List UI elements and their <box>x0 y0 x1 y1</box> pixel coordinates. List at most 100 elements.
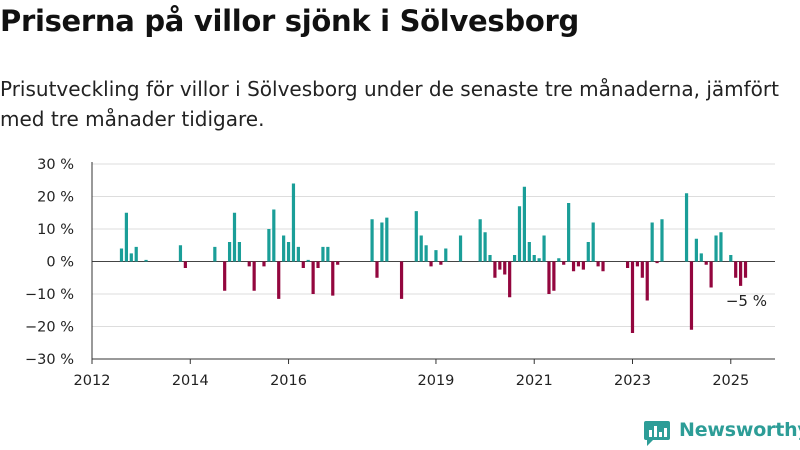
bar <box>552 261 556 291</box>
bar <box>684 193 689 262</box>
bar <box>645 261 649 301</box>
bar <box>296 246 300 262</box>
bar <box>498 261 502 270</box>
bar <box>689 261 694 330</box>
x-tick-label: 2021 <box>516 373 553 389</box>
bar <box>586 242 590 262</box>
bar <box>419 235 423 262</box>
x-tick-label: 2025 <box>712 373 749 389</box>
x-axis-tick-labels: 2012 2014 2016 2019 2021 2023 2025 <box>74 373 750 389</box>
bar <box>434 250 438 262</box>
gridlines <box>92 163 775 360</box>
bar <box>301 261 305 268</box>
bar <box>714 235 718 262</box>
bar <box>178 245 183 262</box>
bar <box>562 261 566 265</box>
bar <box>414 211 418 262</box>
chart-subtitle: Prisutveckling för villor i Sölvesborg u… <box>0 77 779 131</box>
bar <box>399 261 404 299</box>
bar <box>286 242 291 262</box>
bar <box>277 261 281 299</box>
bar <box>429 261 433 267</box>
bar <box>267 229 271 262</box>
bar <box>655 261 659 264</box>
bar <box>262 261 266 267</box>
bar <box>326 246 330 262</box>
x-axis <box>91 162 775 364</box>
bar <box>424 245 428 262</box>
bar <box>591 222 595 262</box>
bar <box>517 206 522 262</box>
latest-value-annotation: −5 % <box>726 292 767 310</box>
bar <box>503 261 507 275</box>
bar <box>571 261 576 272</box>
bar <box>581 261 585 270</box>
bar <box>227 242 232 262</box>
bar <box>576 261 581 267</box>
bar <box>478 219 482 262</box>
bar <box>743 261 748 278</box>
brand-name: Newsworthy <box>679 419 800 441</box>
bar <box>660 219 664 262</box>
bar <box>729 255 733 262</box>
bar <box>213 246 217 262</box>
x-tick-label: 2014 <box>172 373 209 389</box>
bar <box>547 261 551 294</box>
bar <box>640 261 644 278</box>
bar <box>144 259 148 262</box>
bar <box>493 261 497 278</box>
x-tick-label: 2012 <box>74 373 111 389</box>
bar <box>306 259 310 262</box>
bar <box>625 261 630 268</box>
bar <box>232 212 237 262</box>
bar <box>542 235 546 262</box>
bar <box>719 232 723 262</box>
y-tick-label: −20 % <box>25 320 74 336</box>
bar <box>630 261 635 333</box>
bar <box>439 261 443 265</box>
bar <box>601 261 605 272</box>
bar <box>522 186 526 262</box>
bar <box>527 242 531 262</box>
bar <box>183 261 187 268</box>
bar <box>694 238 698 262</box>
bar <box>336 261 340 265</box>
bar <box>650 222 654 262</box>
bar <box>291 183 296 262</box>
bar <box>734 261 738 278</box>
bar <box>119 248 124 262</box>
bar <box>282 235 286 262</box>
bar <box>272 209 276 262</box>
bar <box>370 219 374 262</box>
y-tick-label: 20 % <box>37 190 74 206</box>
bar <box>316 261 320 268</box>
x-tick-label: 2016 <box>270 373 307 389</box>
bar <box>134 246 138 262</box>
bar <box>635 261 640 267</box>
bar <box>247 261 251 267</box>
bar <box>508 261 512 298</box>
chart-title: Priserna på villor sjönk i Sölvesborg <box>0 4 579 38</box>
x-tick-label: 2023 <box>614 373 651 389</box>
bar <box>311 261 315 294</box>
bar <box>596 261 600 267</box>
bar <box>385 217 389 262</box>
bar <box>444 248 448 262</box>
bar-chart: 30 %20 %10 %0 %−10 %−20 %−30 % 2012 2014 2… <box>25 157 775 389</box>
bar <box>567 203 571 262</box>
bar <box>223 261 227 291</box>
y-tick-label: 0 % <box>46 255 74 271</box>
y-tick-label: 10 % <box>37 222 74 238</box>
bar <box>380 222 384 262</box>
bar <box>129 253 133 262</box>
bar <box>331 261 335 296</box>
bar <box>557 258 561 262</box>
bar <box>704 261 708 265</box>
bar <box>375 261 379 278</box>
bar <box>532 255 536 262</box>
bar <box>237 242 242 262</box>
bar <box>124 212 128 262</box>
newsworthy-bar-chart-icon <box>644 421 670 446</box>
bar <box>252 261 256 291</box>
bar <box>512 255 517 262</box>
